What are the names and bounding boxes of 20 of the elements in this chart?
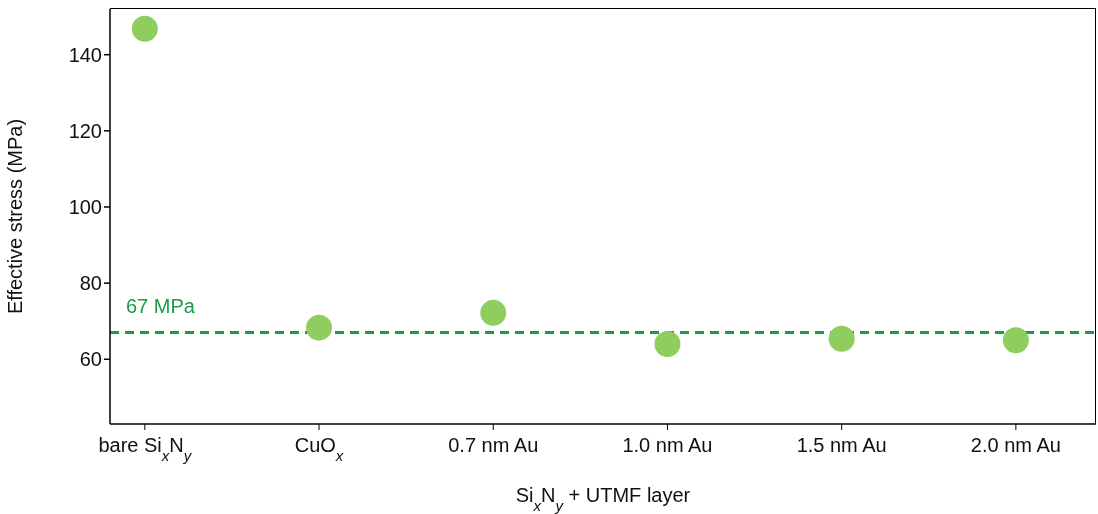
point [828,325,855,352]
ref-line-label: 67 MPa [126,294,196,317]
y-tick-label: 80 [79,272,102,295]
y-tick-label: 100 [68,196,102,219]
x-tick-label: 2.0 nm Au [970,434,1061,456]
y-tick-label: 140 [68,43,102,66]
point [131,15,158,42]
y-tick-label: 60 [79,348,102,371]
x-axis-title: Si$_{x}$N$_{y}$ + UTMF layer [515,484,691,514]
x-tick-label: bare Si$_{x}$N$_{y}$ [98,434,193,464]
y-axis-title: Effective stress (MPa) [4,118,26,315]
y-tick-label: 120 [68,119,102,142]
x-tick-label: 1.0 nm Au [622,434,713,456]
x-tick-label: 1.5 nm Au [796,434,887,456]
point [480,299,507,326]
x-tick-label: 0.7 nm Au [448,434,539,456]
point [306,314,333,341]
point [654,331,681,358]
x-tick-label: CuO$_{x}$ [294,434,344,464]
point [1002,327,1029,354]
